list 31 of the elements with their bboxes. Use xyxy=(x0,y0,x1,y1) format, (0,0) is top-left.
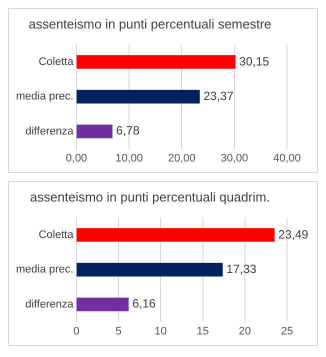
bar xyxy=(76,124,112,138)
y-tick-label: media prec. xyxy=(16,264,74,276)
data-label: 30,15 xyxy=(239,54,270,68)
y-tick-label: differenza xyxy=(25,298,74,310)
y-tick-label: differenza xyxy=(25,125,74,138)
y-tick-label: media prec. xyxy=(16,90,74,103)
bar xyxy=(76,228,275,242)
data-label: 6,78 xyxy=(116,124,140,138)
x-tick-label: 0 xyxy=(73,325,80,338)
data-label: 17,33 xyxy=(226,262,257,276)
bar xyxy=(76,90,200,104)
x-tick-label: 10,00 xyxy=(115,152,143,164)
x-tick-label: 20,00 xyxy=(168,152,196,164)
data-label: 23,49 xyxy=(278,227,309,242)
y-tick-label: Coletta xyxy=(38,229,74,241)
bar xyxy=(76,262,223,277)
bar xyxy=(76,298,129,312)
x-tick-label: 40,00 xyxy=(273,152,301,164)
x-tick-label: 25 xyxy=(280,325,294,338)
x-tick-label: 15 xyxy=(196,325,209,338)
chart-title: assenteismo in punti percentuali quadrim. xyxy=(30,189,270,204)
x-tick-label: 20 xyxy=(238,325,252,338)
x-tick-label: 0,00 xyxy=(66,152,88,164)
bar xyxy=(76,55,236,69)
x-tick-label: 5 xyxy=(116,325,122,338)
x-tick-label: 10 xyxy=(154,325,167,338)
data-label: 6,16 xyxy=(132,296,156,311)
chart-title: assenteismo in punti percentuali semestre xyxy=(28,16,272,32)
data-label: 23,37 xyxy=(203,89,234,104)
y-tick-label: Coletta xyxy=(38,56,74,68)
x-tick-label: 30,00 xyxy=(220,152,248,164)
